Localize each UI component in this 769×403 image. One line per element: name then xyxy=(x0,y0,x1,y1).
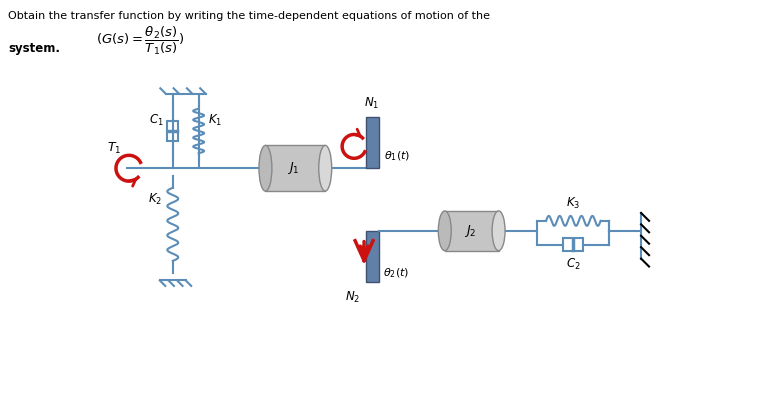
Text: $N_2$: $N_2$ xyxy=(345,291,360,305)
Text: $\theta_2(t)$: $\theta_2(t)$ xyxy=(382,267,408,280)
Text: $J_2$: $J_2$ xyxy=(464,223,476,239)
Ellipse shape xyxy=(259,145,272,191)
Text: system.: system. xyxy=(8,42,60,55)
Bar xyxy=(444,211,498,251)
Bar xyxy=(168,121,178,141)
Bar xyxy=(265,145,325,191)
Bar xyxy=(564,238,583,251)
Text: Obtain the transfer function by writing the time-dependent equations of motion o: Obtain the transfer function by writing … xyxy=(8,11,491,21)
Bar xyxy=(365,231,378,283)
Text: $K_2$: $K_2$ xyxy=(148,192,162,207)
Ellipse shape xyxy=(318,145,331,191)
Bar xyxy=(365,116,378,168)
Text: $\theta_1(t)$: $\theta_1(t)$ xyxy=(384,150,410,163)
Ellipse shape xyxy=(492,211,505,251)
Text: $T_1$: $T_1$ xyxy=(107,141,122,156)
Text: $J_1$: $J_1$ xyxy=(287,160,300,176)
Text: $K_1$: $K_1$ xyxy=(208,112,221,128)
Text: $C_2$: $C_2$ xyxy=(566,257,581,272)
Text: $N_1$: $N_1$ xyxy=(365,96,380,111)
Ellipse shape xyxy=(438,211,451,251)
Text: $K_3$: $K_3$ xyxy=(566,196,581,211)
Text: $C_1$: $C_1$ xyxy=(149,112,164,128)
Text: $(G(s)=\dfrac{\theta_2(s)}{T_1(s)})$: $(G(s)=\dfrac{\theta_2(s)}{T_1(s)})$ xyxy=(96,24,185,56)
